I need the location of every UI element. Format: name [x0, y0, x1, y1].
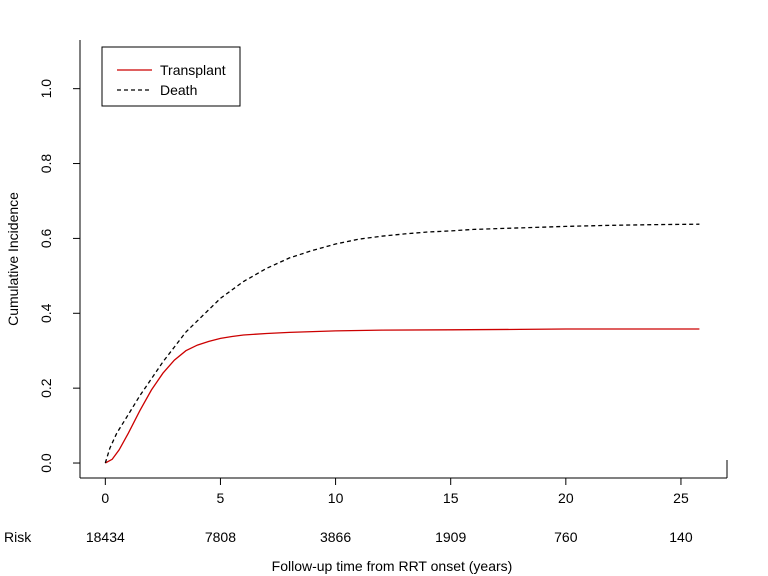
y-tick-label: 0.4 [38, 303, 54, 323]
risk-count: 760 [554, 529, 578, 545]
risk-count: 140 [669, 529, 693, 545]
y-tick-label: 0.2 [38, 378, 54, 398]
risk-table-label: Risk [4, 529, 32, 545]
x-ticks: 0 5 10 15 20 25 [101, 478, 689, 506]
series-line-death [104, 223, 700, 464]
x-tick-label: 0 [101, 490, 109, 506]
x-tick-label: 5 [217, 490, 225, 506]
x-tick-label: 10 [328, 490, 344, 506]
x-tick-label: 20 [558, 490, 574, 506]
risk-count: 18434 [86, 529, 125, 545]
legend-label-death: Death [160, 82, 197, 98]
y-tick-label: 0.8 [38, 154, 54, 174]
y-tick-label: 1.0 [38, 79, 54, 99]
series-layer [104, 223, 700, 464]
risk-count: 3866 [320, 529, 351, 545]
y-ticks: 0.0 0.2 0.4 0.6 0.8 1.0 [38, 79, 80, 473]
axes [79, 40, 728, 479]
x-tick-label: 25 [673, 490, 689, 506]
y-axis-label: Cumulative Incidence [5, 192, 21, 326]
y-tick-label: 0.0 [38, 453, 54, 473]
x-tick-label: 15 [443, 490, 459, 506]
legend-label-transplant: Transplant [160, 62, 226, 78]
series-line-transplant [104, 328, 700, 464]
x-axis-label: Follow-up time from RRT onset (years) [272, 558, 513, 574]
legend-box [101, 46, 241, 107]
legend: Transplant Death [101, 46, 241, 107]
risk-count: 7808 [205, 529, 236, 545]
y-tick-label: 0.6 [38, 228, 54, 248]
risk-count: 1909 [435, 529, 466, 545]
risk-table: Risk 18434 7808 3866 1909 760 140 [4, 529, 693, 545]
